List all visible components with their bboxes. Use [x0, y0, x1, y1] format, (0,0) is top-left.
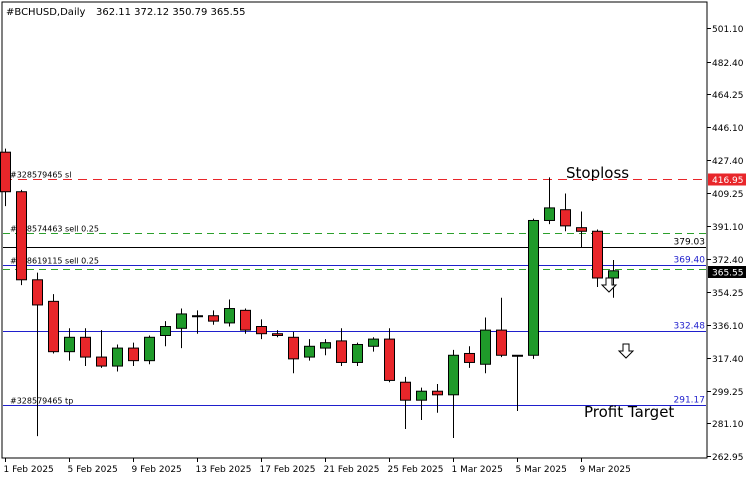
- candle-body: [464, 352, 475, 363]
- candle-body: [224, 308, 235, 324]
- candle-body: [144, 336, 155, 362]
- candle-body: [96, 356, 107, 367]
- date-tick-label: 1 Feb 2025: [4, 465, 54, 475]
- level-label: #328619115 sell 0.25: [10, 257, 99, 266]
- date-tick-label: 9 Feb 2025: [132, 465, 182, 475]
- candle-body: [560, 209, 571, 227]
- candle-body: [496, 329, 507, 356]
- candle-body: [400, 381, 411, 401]
- candle-body: [528, 219, 539, 356]
- candle-body: [160, 326, 171, 336]
- candle-body: [64, 336, 75, 353]
- candle-body: [384, 338, 395, 381]
- candle-body: [592, 230, 603, 279]
- candle-body: [256, 326, 267, 335]
- candle-body: [336, 340, 347, 363]
- candle-body: [112, 347, 123, 367]
- date-tick-label: 13 Feb 2025: [196, 465, 252, 475]
- date-tick-label: 1 Mar 2025: [452, 465, 503, 475]
- price-tick-label: 409.25: [712, 190, 744, 200]
- stoploss-annotation: Stoploss: [566, 164, 629, 182]
- ohlc-label: 362.11 372.12 350.79 365.55: [96, 7, 246, 18]
- price-tick-label: 427.40: [712, 157, 744, 167]
- candle-body: [288, 336, 299, 360]
- candle-body: [128, 347, 139, 362]
- level-label: #328574463 sell 0.25: [10, 225, 99, 234]
- down-arrow-icon: [600, 277, 618, 293]
- candle-body: [192, 315, 203, 318]
- candle-body: [320, 342, 331, 349]
- symbol-label: #BCHUSD,Daily: [6, 7, 85, 18]
- candle-body: [576, 227, 587, 232]
- date-axis: 1 Feb 2025 5 Feb 2025 9 Feb 2025 13 Feb 202…: [4, 458, 631, 475]
- candle-body: [432, 390, 443, 396]
- price-tick-label: 354.25: [712, 289, 744, 299]
- date-tick-label: 5 Feb 2025: [68, 465, 118, 475]
- level-price-label: 332.48: [674, 322, 706, 332]
- price-axis: 501.10 482.40 464.25 446.10 427.40 409.25 391.…: [707, 25, 746, 463]
- price-tick-label: 372.40: [712, 256, 744, 266]
- candle-body: [480, 329, 491, 365]
- trade-levels: #328579465 sl 416.95 #328574463 sell 0.25 3…: [3, 171, 746, 406]
- candle-body: [416, 390, 427, 401]
- date-tick-label: 9 Mar 2025: [580, 465, 631, 475]
- price-tick-label: 446.10: [712, 124, 744, 134]
- current-price-badge: [708, 266, 746, 278]
- candles: [0, 148, 619, 438]
- price-tick-label: 281.10: [712, 420, 744, 430]
- plot-frame: [1, 1, 708, 459]
- date-tick-label: 25 Feb 2025: [388, 465, 444, 475]
- candle-body: [544, 207, 555, 221]
- price-tick-label: 482.40: [712, 59, 744, 69]
- candle-body: [272, 333, 283, 336]
- price-tick-label: 391.10: [712, 223, 744, 233]
- level-price-label: 379.03: [674, 238, 706, 248]
- candle-body: [16, 191, 27, 281]
- candle-body: [32, 279, 43, 306]
- level-label: #328579465 sl: [10, 171, 71, 180]
- down-arrow-icon: [617, 343, 635, 359]
- price-tick-label: 336.10: [712, 322, 744, 332]
- sl-price-badge: [708, 173, 746, 186]
- level-price-label: 291.17: [674, 396, 706, 406]
- price-tick-label: 464.25: [712, 91, 744, 101]
- level-price-label: 416.95: [712, 176, 744, 186]
- candle-body: [448, 354, 459, 396]
- candle-body: [352, 343, 363, 363]
- price-tick-label: 299.25: [712, 388, 744, 398]
- price-tick-label: 317.40: [712, 355, 744, 365]
- profit-target-annotation: Profit Target: [584, 403, 674, 421]
- candle-body: [512, 354, 523, 357]
- candle-body: [240, 309, 251, 331]
- candle-body: [304, 345, 315, 358]
- date-tick-label: 5 Mar 2025: [516, 465, 567, 475]
- date-tick-label: 17 Feb 2025: [260, 465, 316, 475]
- price-tick-label: 501.10: [712, 25, 744, 35]
- candle-body: [208, 315, 219, 322]
- candle-body: [608, 270, 619, 279]
- level-label: #328579465 tp: [10, 397, 73, 406]
- candle-body: [80, 336, 91, 358]
- candle-body: [176, 313, 187, 329]
- candle-body: [48, 300, 59, 353]
- level-price-label: 369.40: [674, 256, 706, 266]
- price-tick-label: 262.95: [712, 453, 744, 463]
- candle-body: [0, 151, 11, 193]
- candle-body: [368, 338, 379, 347]
- date-tick-label: 21 Feb 2025: [324, 465, 380, 475]
- current-price-label: 365.55: [712, 269, 744, 279]
